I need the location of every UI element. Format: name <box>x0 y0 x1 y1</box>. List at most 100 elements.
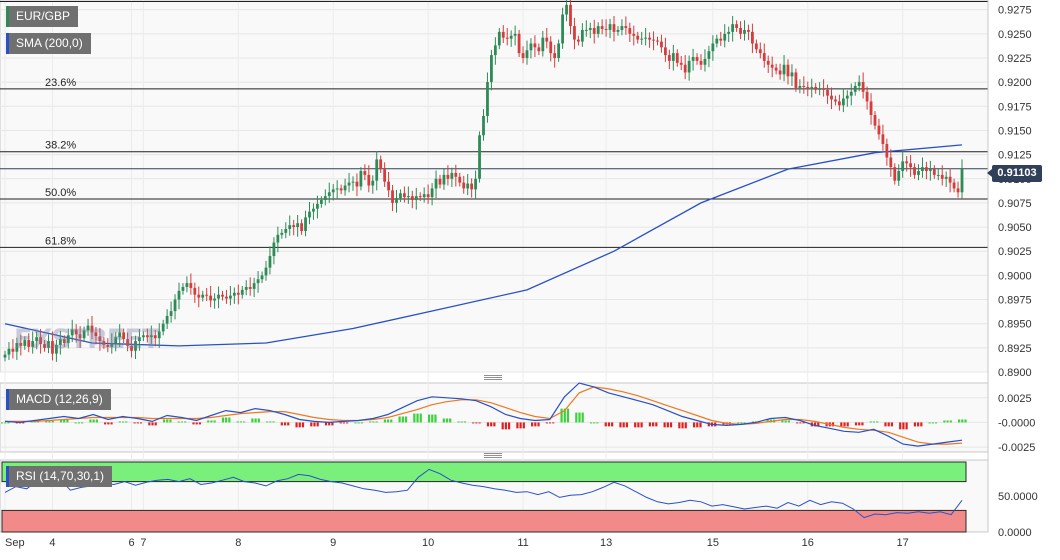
candle-body <box>608 24 612 30</box>
candle-body <box>493 45 497 56</box>
candle-body <box>229 295 232 299</box>
candle-body <box>735 24 738 29</box>
price-axis-tick-label: 0.9000 <box>998 270 1032 282</box>
macd-histogram-bar <box>575 412 578 423</box>
macd-histogram-bar <box>92 419 95 423</box>
macd-histogram-bar <box>295 422 298 428</box>
macd-histogram-bar <box>434 414 437 423</box>
macd-histogram-bar <box>449 418 452 423</box>
candle-body <box>786 64 790 77</box>
macd-indicator-label[interactable]: MACD (12,26,9) <box>6 389 111 410</box>
candle-body <box>193 287 197 295</box>
sma-indicator-label-text: SMA (200,0) <box>16 36 83 50</box>
candle-body <box>818 88 822 90</box>
macd-histogram-bar <box>611 422 614 427</box>
macd-histogram-bar <box>566 408 570 423</box>
macd-axis-tick-label: 0.0025 <box>998 393 1032 405</box>
sma-indicator-label[interactable]: SMA (200,0) <box>6 33 91 54</box>
candle-body <box>853 85 857 92</box>
candle-body <box>648 37 651 40</box>
rsi-oversold-zone <box>1 509 967 533</box>
pane-splitter-rsi[interactable] <box>484 453 502 458</box>
candle-body <box>565 4 568 15</box>
macd-histogram-bar <box>634 422 637 428</box>
candle-body <box>932 169 936 175</box>
candle-body <box>857 82 861 86</box>
macd-histogram-bar <box>890 422 893 427</box>
candle-body <box>205 294 209 296</box>
candle-body <box>580 29 584 42</box>
macd-histogram-bar <box>225 417 228 423</box>
macd-histogram-bar <box>342 422 346 424</box>
macd-histogram-bar <box>48 420 51 423</box>
candle-body <box>727 31 731 34</box>
candle-body <box>232 292 236 296</box>
candle-body <box>679 62 683 65</box>
rsi-indicator-label[interactable]: RSI (14,70,30,1) <box>6 466 113 487</box>
candle-body <box>165 315 169 324</box>
macd-histogram-bar <box>699 422 702 428</box>
macd-histogram-bar <box>946 420 949 423</box>
candle-body <box>592 28 596 34</box>
macd-histogram-bar <box>913 422 917 427</box>
price-axis-tick-label: 0.8925 <box>998 343 1032 355</box>
macd-histogram-bar <box>619 422 622 428</box>
macd-histogram-bar <box>817 422 820 427</box>
macd-histogram-bar <box>486 422 490 427</box>
time-axis-tick-label: 15 <box>707 537 719 549</box>
macd-histogram-bar <box>784 420 787 423</box>
candle-body <box>541 37 545 52</box>
macd-histogram-bar <box>737 422 740 424</box>
macd-histogram-bar <box>519 422 522 429</box>
price-axis-tick-label: 0.8900 <box>998 367 1032 379</box>
candle-body <box>588 28 592 30</box>
candle-body <box>596 26 600 34</box>
candle-body <box>62 339 66 344</box>
macd-histogram-bar <box>460 421 463 423</box>
macd-histogram-bar <box>118 421 121 423</box>
candle-body <box>509 35 513 39</box>
macd-histogram-bar <box>740 422 743 424</box>
macd-histogram-bar <box>846 422 849 427</box>
rsi-line <box>4 468 963 519</box>
macd-histogram-bar <box>876 421 879 423</box>
candle-body <box>667 55 671 61</box>
candle-body <box>383 169 387 182</box>
candle-body <box>952 182 956 189</box>
candle-body <box>161 323 165 332</box>
candle-body <box>149 335 153 338</box>
macd-histogram-bar <box>787 420 790 423</box>
candle-body <box>758 49 762 54</box>
time-axis-tick-label: 7 <box>140 537 146 549</box>
candle-body <box>521 53 525 58</box>
candle-body <box>913 167 916 175</box>
candle-body <box>450 172 454 179</box>
candle-body <box>304 217 307 231</box>
macd-histogram-bar <box>387 419 390 423</box>
candle-body <box>43 343 46 348</box>
symbol-label[interactable]: EUR/GBP <box>6 6 79 27</box>
macd-histogram-bar <box>560 408 563 423</box>
candle-body <box>944 176 948 179</box>
macd-histogram-bar <box>121 421 125 423</box>
macd-histogram-bar <box>404 416 408 423</box>
macd-pane-background <box>0 382 989 453</box>
macd-histogram-bar <box>298 422 301 428</box>
candle-body <box>371 180 375 186</box>
macd-histogram-bar <box>854 422 858 426</box>
pane-splitter-macd[interactable] <box>484 375 502 380</box>
macd-histogram-bar <box>578 412 581 423</box>
candle-body <box>751 31 754 44</box>
candle-body <box>94 332 98 337</box>
macd-histogram-bar <box>516 422 519 429</box>
candle-body <box>213 298 216 301</box>
macd-histogram-bar <box>166 419 169 423</box>
candle-body <box>754 43 758 50</box>
macd-histogram-bar <box>534 422 537 427</box>
candle-body <box>885 143 889 158</box>
macd-histogram-bar <box>413 413 416 423</box>
candle-body <box>909 163 912 168</box>
candle-body <box>762 53 766 61</box>
